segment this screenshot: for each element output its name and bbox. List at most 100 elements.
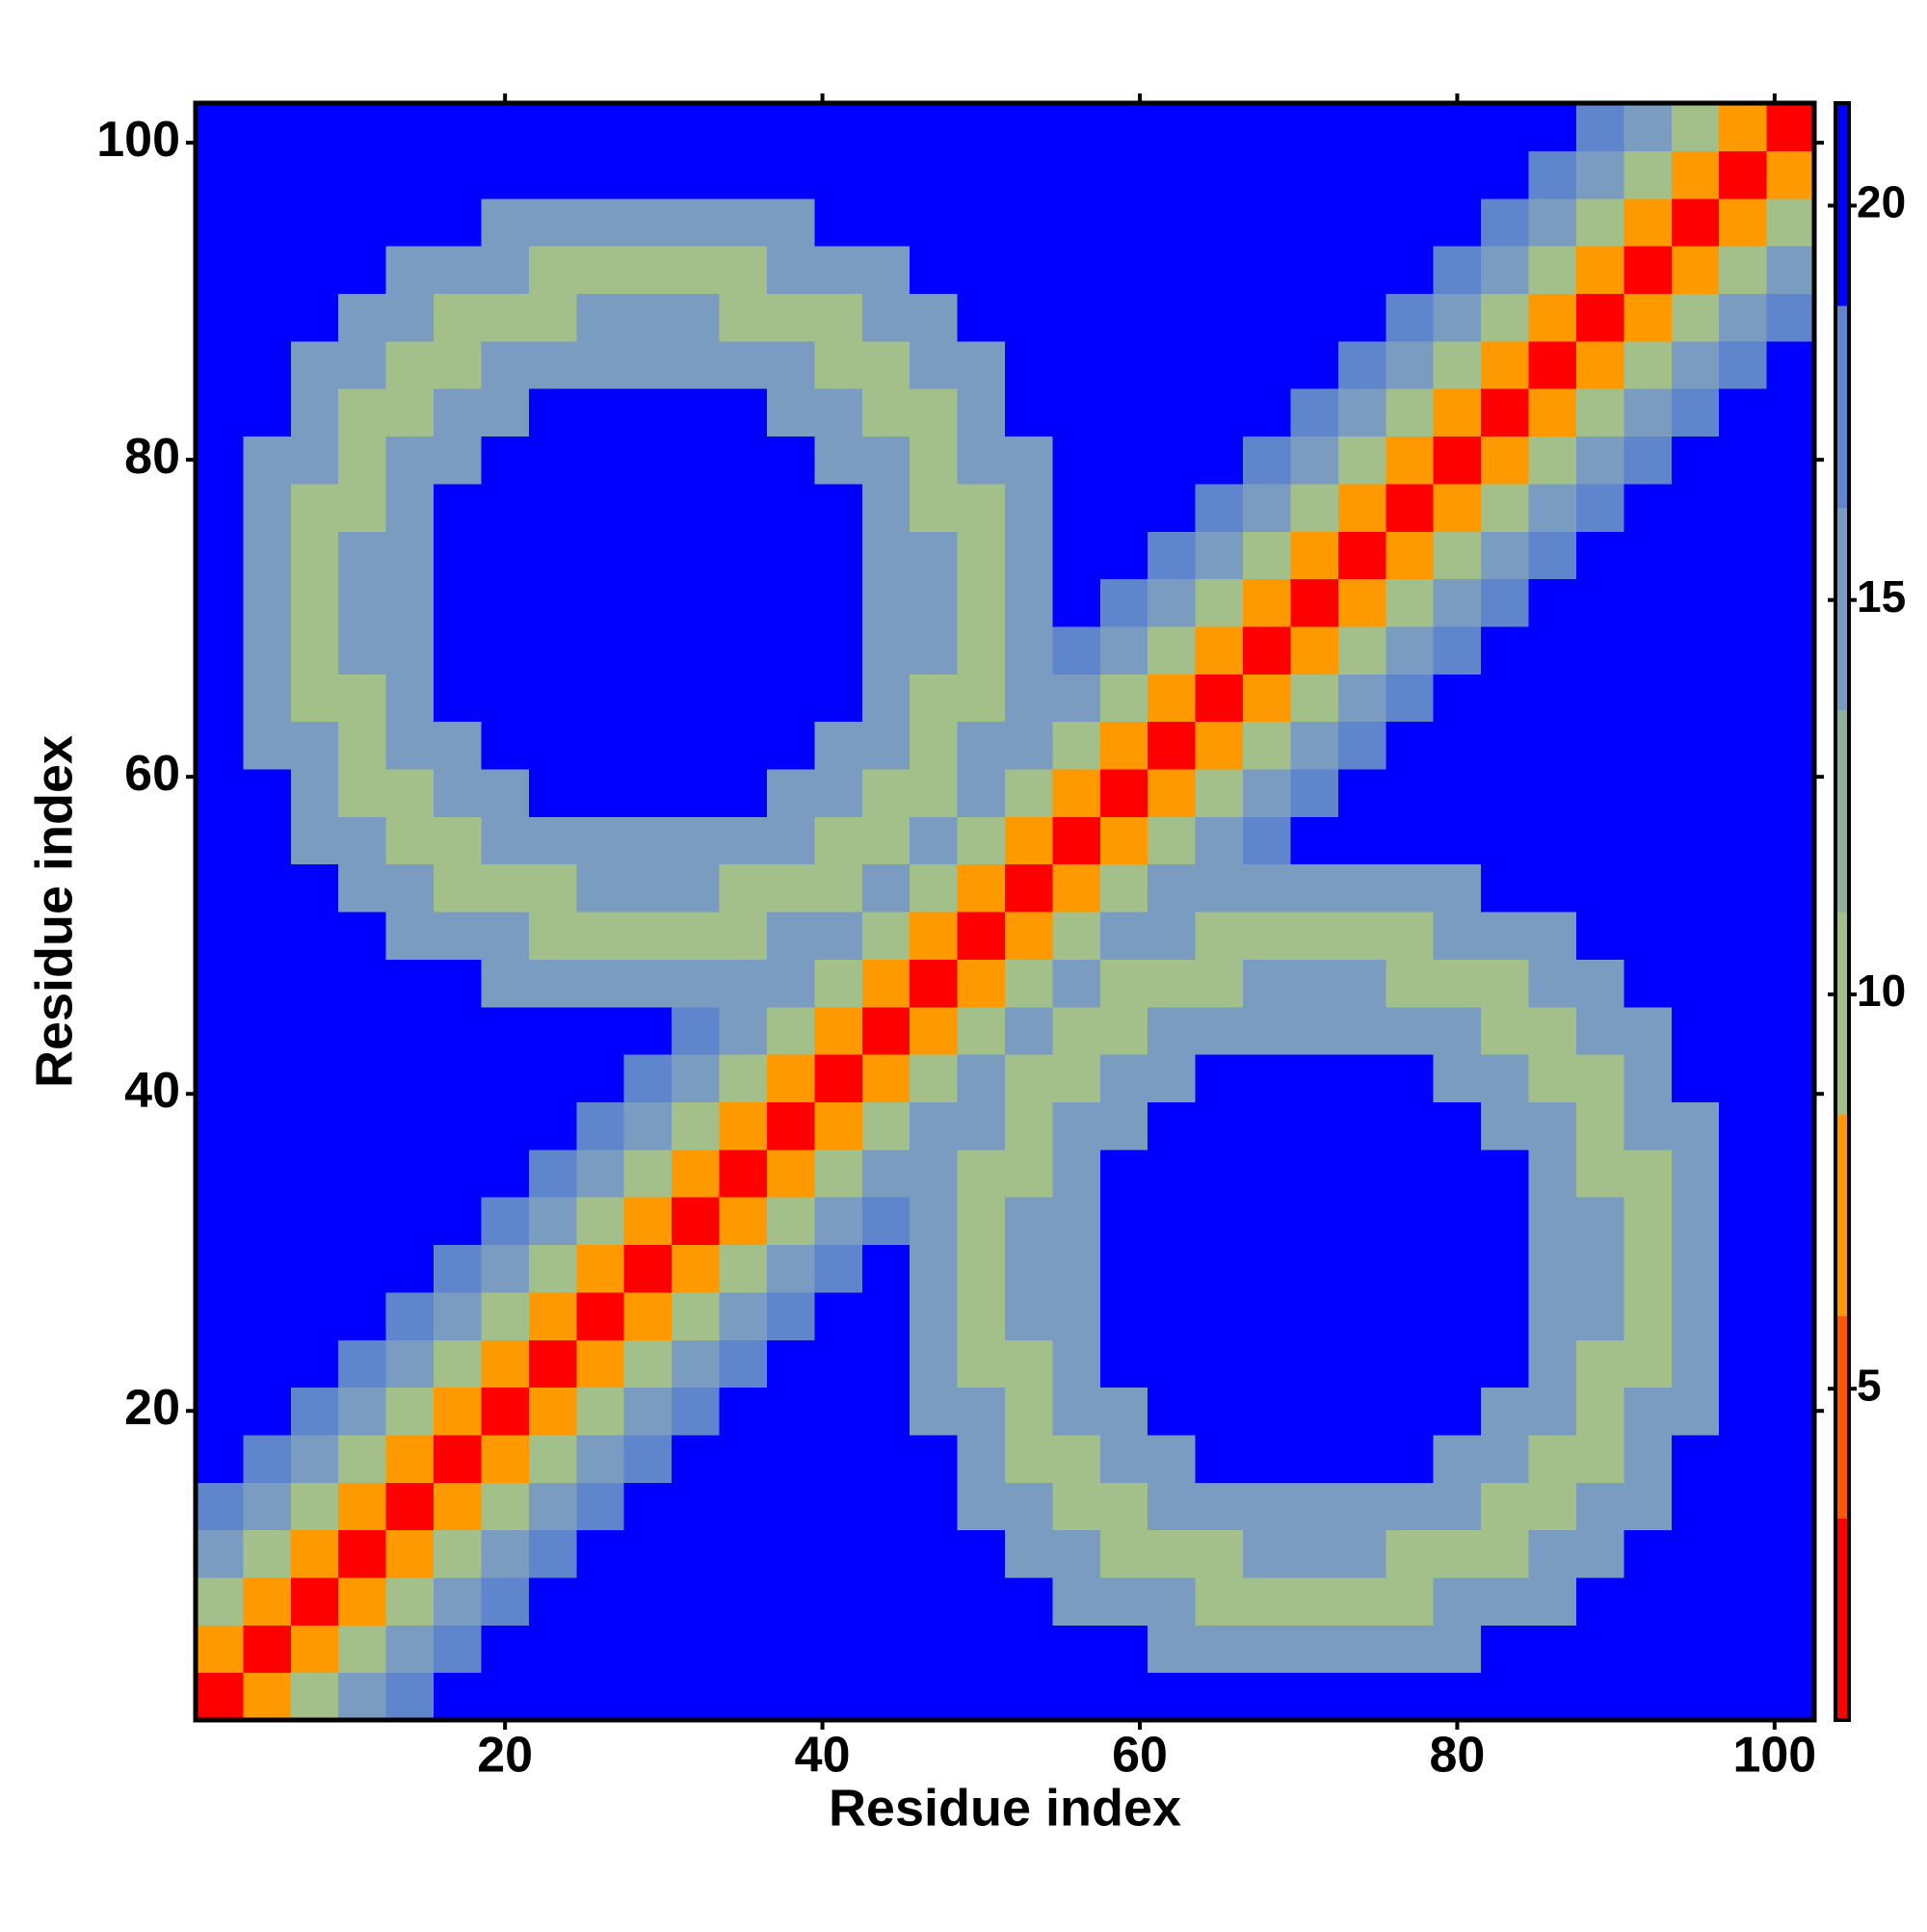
heatmap-cell	[1148, 1482, 1197, 1531]
heatmap-cell	[1386, 721, 1435, 770]
heatmap-cell	[243, 1101, 292, 1151]
heatmap-cell	[719, 1482, 768, 1531]
heatmap-cell	[766, 912, 815, 960]
heatmap-cell	[1433, 863, 1482, 913]
heatmap-cell	[528, 1149, 577, 1198]
heatmap-cell	[1195, 103, 1244, 151]
heatmap-cell	[434, 578, 483, 627]
heatmap-cell	[243, 1482, 292, 1531]
heatmap-cell	[1195, 625, 1244, 675]
heatmap-cell	[719, 483, 768, 532]
heatmap-cell	[1195, 1006, 1244, 1055]
heatmap-cell	[385, 1054, 435, 1103]
heatmap-cell	[1433, 768, 1482, 817]
heatmap-cell	[1290, 150, 1339, 199]
heatmap-cell	[1099, 150, 1148, 199]
heatmap-cell	[1766, 1387, 1815, 1436]
heatmap-cell	[243, 959, 292, 1008]
heatmap-cell	[957, 959, 1006, 1008]
heatmap-cell	[1528, 1054, 1577, 1103]
heatmap-cell	[481, 863, 530, 913]
heatmap-cell	[576, 1149, 625, 1198]
heatmap-cell	[434, 1149, 483, 1198]
heatmap-cell	[623, 1387, 673, 1436]
heatmap-cell	[1719, 912, 1768, 960]
heatmap-cell	[196, 1244, 245, 1293]
heatmap-cell	[957, 1149, 1006, 1198]
x-tick-label: 60	[1112, 1728, 1168, 1784]
heatmap-cell	[1243, 959, 1292, 1008]
heatmap-cell	[1766, 1339, 1815, 1389]
heatmap-cell	[910, 293, 959, 342]
heatmap-cell	[719, 863, 768, 913]
heatmap-cell	[1099, 1291, 1148, 1340]
heatmap-cell	[957, 578, 1006, 627]
heatmap-cell	[1623, 721, 1673, 770]
heatmap-cell	[672, 1291, 721, 1340]
heatmap-cell	[528, 388, 577, 437]
heatmap-cell	[434, 1387, 483, 1436]
heatmap-cell	[1337, 1434, 1386, 1483]
heatmap-cell	[1528, 578, 1577, 627]
heatmap-cell	[196, 1149, 245, 1198]
heatmap-cell	[719, 1149, 768, 1198]
heatmap-cell	[385, 436, 435, 485]
heatmap-cell	[1481, 1625, 1530, 1674]
heatmap-cell	[1386, 1576, 1435, 1626]
heatmap-cell	[1195, 768, 1244, 817]
heatmap-cell	[910, 721, 959, 770]
heatmap-cell	[434, 1291, 483, 1340]
heatmap-cell	[766, 293, 815, 342]
heatmap-cell	[1195, 1054, 1244, 1103]
heatmap-cell	[1290, 578, 1339, 627]
heatmap-cell	[623, 1054, 673, 1103]
heatmap-cell	[1005, 246, 1054, 295]
heatmap-cell	[1575, 1482, 1624, 1531]
heatmap-cell	[1290, 959, 1339, 1008]
heatmap-cell	[1528, 1434, 1577, 1483]
heatmap-cell	[1195, 912, 1244, 960]
heatmap-cell	[719, 388, 768, 437]
heatmap-cell	[1623, 1529, 1673, 1578]
heatmap-cell	[719, 340, 768, 389]
heatmap-cell	[719, 1387, 768, 1436]
heatmap-cell	[1719, 1197, 1768, 1246]
heatmap-cell	[1671, 863, 1720, 913]
heatmap-cell	[528, 912, 577, 960]
heatmap-cell	[1766, 1576, 1815, 1626]
heatmap-cell	[1719, 150, 1768, 199]
heatmap-cell	[623, 816, 673, 865]
heatmap-cell	[290, 340, 339, 389]
heatmap-cell	[243, 293, 292, 342]
heatmap-cell	[957, 198, 1006, 247]
heatmap-cell	[481, 1672, 530, 1721]
heatmap-cell	[910, 1291, 959, 1340]
heatmap-cell	[1766, 1291, 1815, 1340]
heatmap-cell	[861, 625, 911, 675]
heatmap-cell	[719, 1101, 768, 1151]
heatmap-cell	[290, 436, 339, 485]
heatmap-cell	[1195, 1244, 1244, 1293]
heatmap-cell	[861, 1339, 911, 1389]
heatmap-cell	[861, 293, 911, 342]
heatmap-cell	[1433, 1101, 1482, 1151]
heatmap-cell	[1386, 863, 1435, 913]
heatmap-cell	[196, 578, 245, 627]
heatmap-cell	[861, 198, 911, 247]
heatmap-cell	[1337, 103, 1386, 151]
heatmap-cell	[576, 1387, 625, 1436]
heatmap-cell	[1052, 531, 1101, 580]
heatmap-cell	[672, 912, 721, 960]
heatmap-cell	[1052, 293, 1101, 342]
heatmap-cell	[1195, 1529, 1244, 1578]
heatmap-cell	[385, 863, 435, 913]
heatmap-cell	[1195, 1291, 1244, 1340]
heatmap-cell	[1671, 1482, 1720, 1531]
heatmap-cell	[481, 721, 530, 770]
heatmap-cell	[1195, 1387, 1244, 1436]
heatmap-cell	[1148, 436, 1197, 485]
heatmap-cell	[1766, 721, 1815, 770]
heatmap-cell	[196, 1339, 245, 1389]
heatmap-cell	[1528, 103, 1577, 151]
heatmap-cell	[1337, 578, 1386, 627]
